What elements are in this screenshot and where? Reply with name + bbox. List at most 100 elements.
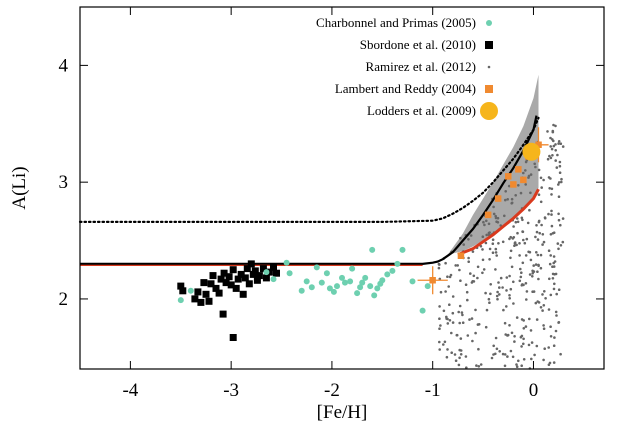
ramirez-point: [528, 273, 532, 276]
ramirez-point: [536, 270, 539, 274]
ramirez-point: [481, 271, 484, 275]
ramirez-point: [438, 327, 441, 331]
ramirez-point: [524, 254, 528, 257]
y-tick-label: 2: [59, 289, 69, 310]
ramirez-point: [519, 191, 523, 195]
ramirez-point: [454, 359, 458, 363]
ramirez-point: [553, 282, 556, 286]
ramirez-point: [529, 173, 533, 176]
ramirez-point: [524, 282, 528, 285]
point-circle: [347, 278, 354, 285]
ramirez-point: [448, 303, 451, 307]
point-square: [515, 166, 522, 173]
legend-marker: [480, 102, 498, 120]
ramirez-point: [438, 305, 441, 308]
point-circle: [303, 278, 310, 285]
ramirez-point: [537, 219, 541, 223]
point-circle: [270, 276, 277, 283]
ramirez-point: [522, 358, 526, 361]
ramirez-point: [559, 142, 563, 145]
ramirez-point: [437, 266, 441, 270]
ramirez-point: [495, 220, 498, 223]
ramirez-point: [524, 183, 527, 186]
ramirez-point: [446, 275, 449, 279]
ramirez-point: [509, 287, 513, 291]
ramirez-point: [456, 264, 460, 267]
ramirez-point: [438, 263, 441, 266]
point-square: [510, 181, 517, 188]
ramirez-point: [520, 334, 524, 338]
ramirez-point: [472, 274, 476, 278]
point-big-circle: [522, 142, 541, 161]
ramirez-point: [513, 335, 516, 338]
ramirez-point: [515, 316, 519, 319]
data-points-layer: [177, 127, 549, 341]
ramirez-point: [537, 264, 540, 268]
ramirez-point: [550, 193, 553, 196]
legend-marker: [485, 41, 493, 49]
ramirez-point: [520, 216, 524, 220]
ramirez-point: [555, 292, 558, 296]
ramirez-point: [479, 244, 483, 248]
legend-marker: [487, 65, 491, 69]
ramirez-point: [551, 272, 555, 276]
ramirez-point: [548, 187, 551, 190]
ramirez-point: [439, 324, 442, 327]
ramirez-point: [520, 318, 524, 321]
ramirez-point: [474, 308, 477, 312]
ramirez-point: [535, 344, 539, 348]
ramirez-point: [516, 220, 520, 224]
point-square: [270, 263, 277, 271]
ramirez-point: [558, 164, 562, 168]
ramirez-point: [504, 190, 508, 193]
ramirez-point: [510, 201, 514, 205]
ramirez-point: [471, 339, 474, 343]
ramirez-point: [445, 355, 449, 359]
ramirez-point: [549, 136, 552, 140]
ramirez-point: [451, 295, 455, 298]
ramirez-point: [457, 310, 461, 314]
ramirez-point: [520, 364, 523, 368]
ramirez-point: [515, 243, 518, 247]
legend-label: Lambert and Reddy (2004): [335, 81, 476, 96]
ramirez-point: [491, 238, 495, 241]
ramirez-point: [469, 234, 473, 237]
ramirez-point: [497, 242, 500, 245]
ramirez-point: [542, 358, 545, 362]
ramirez-point: [501, 286, 504, 289]
ramirez-point: [479, 363, 483, 366]
ramirez-point: [527, 176, 530, 179]
ramirez-point: [444, 261, 447, 265]
point-circle: [330, 288, 337, 295]
ramirez-point: [557, 288, 561, 292]
point-square: [234, 275, 242, 283]
ramirez-point: [546, 157, 550, 161]
ramirez-point: [481, 258, 485, 262]
point-square: [241, 274, 249, 282]
ramirez-point: [446, 348, 449, 351]
ramirez-point: [488, 247, 492, 251]
ramirez-point: [528, 208, 531, 212]
ramirez-point: [543, 216, 547, 219]
ramirez-point: [465, 290, 469, 294]
ramirez-point: [448, 319, 452, 322]
ramirez-point: [517, 184, 520, 187]
ramirez-point: [534, 263, 538, 266]
point-square: [239, 290, 247, 298]
ramirez-point: [556, 153, 559, 157]
point-square: [232, 284, 240, 292]
ramirez-point: [508, 274, 511, 278]
ramirez-point: [459, 279, 462, 283]
model-lines-layer: [78, 115, 540, 267]
ramirez-point: [542, 324, 545, 327]
ramirez-point: [549, 177, 552, 180]
point-square: [484, 211, 492, 219]
ramirez-point: [548, 277, 551, 281]
ramirez-point: [509, 349, 513, 353]
ramirez-point: [483, 223, 486, 227]
ramirez-point: [481, 235, 485, 238]
x-tick-label: -3: [223, 380, 239, 401]
ramirez-point: [539, 200, 543, 204]
x-tick-label: -2: [324, 380, 340, 401]
